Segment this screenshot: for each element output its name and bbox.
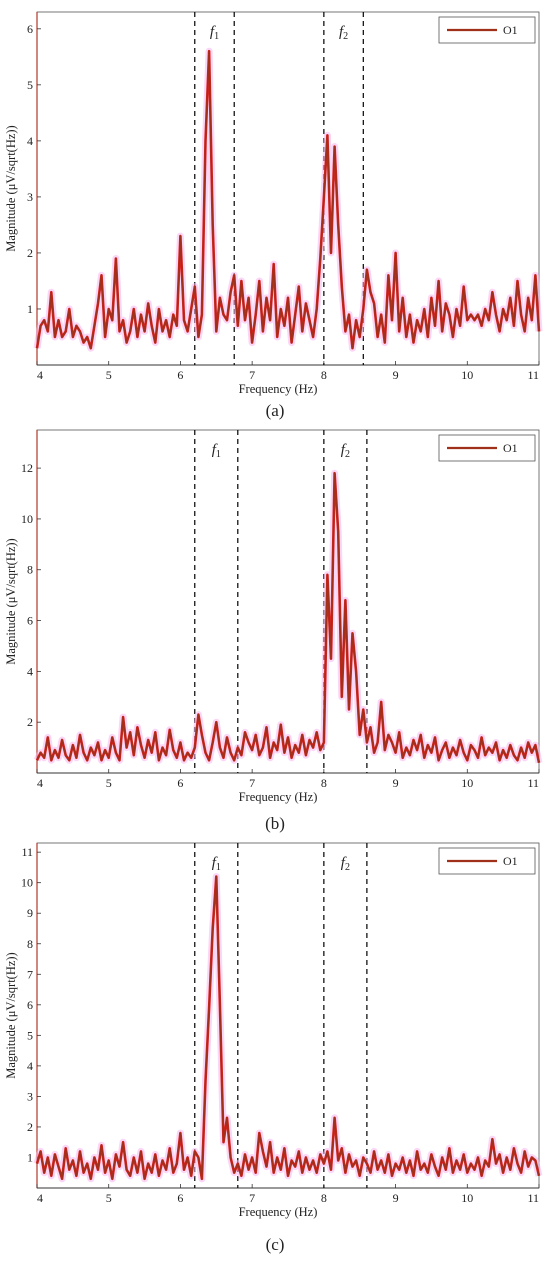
- x-axis-label: Frequency (Hz): [239, 1205, 318, 1219]
- series-line-highlight-O1: [35, 875, 541, 1181]
- y-axis-label: Magnitude (μV/sqrt(Hz)): [4, 125, 18, 251]
- band-label-f1: f1: [212, 442, 221, 460]
- panel-label: (b): [265, 814, 285, 833]
- x-tick-label: 9: [393, 1191, 399, 1205]
- x-tick-label: 5: [106, 776, 112, 790]
- plot-frame: [36, 429, 540, 774]
- x-tick-label: 9: [393, 368, 399, 382]
- x-tick-label: 4: [37, 1191, 43, 1205]
- y-tick-label: 10: [21, 876, 33, 890]
- x-tick-label: 6: [177, 776, 183, 790]
- x-tick-label: 11: [527, 1191, 539, 1205]
- series-glow-O1: [33, 469, 543, 764]
- x-tick-label: 5: [106, 368, 112, 382]
- y-tick-label: 6: [27, 998, 33, 1012]
- x-tick-label: 10: [461, 1191, 473, 1205]
- series-glow-O1: [33, 873, 543, 1183]
- legend-entry: O1: [503, 23, 518, 37]
- y-tick-label: 2: [27, 246, 33, 260]
- band-label-f2: f2: [339, 24, 348, 42]
- x-tick-label: 7: [249, 776, 255, 790]
- panel-label: (c): [266, 1235, 285, 1254]
- x-tick-label: 10: [461, 776, 473, 790]
- y-axis-label: Magnitude (μV/sqrt(Hz)): [4, 952, 18, 1078]
- y-tick-label: 1: [27, 1150, 33, 1164]
- x-tick-label: 7: [249, 368, 255, 382]
- y-tick-label: 3: [27, 190, 33, 204]
- series-line-highlight-O1: [35, 471, 541, 764]
- y-tick-label: 5: [27, 78, 33, 92]
- y-tick-label: 2: [27, 1120, 33, 1134]
- x-axis-label: Frequency (Hz): [239, 790, 318, 804]
- chart-panel-b: 4 5 6 7 8 9 10 11 2 4 6 8 10 12 Frequency (Hz) Magnitud…: [4, 429, 543, 804]
- y-tick-label: 11: [21, 845, 33, 859]
- y-tick-label: 4: [27, 1059, 33, 1073]
- band-label-f2: f2: [341, 855, 350, 873]
- legend-entry: O1: [503, 441, 518, 455]
- x-tick-label: 5: [106, 1191, 112, 1205]
- x-tick-label: 4: [37, 776, 43, 790]
- x-tick-label: 4: [37, 368, 43, 382]
- x-tick-label: 6: [177, 368, 183, 382]
- x-tick-label: 11: [527, 368, 539, 382]
- x-tick-label: 10: [461, 368, 473, 382]
- y-tick-label: 1: [27, 302, 33, 316]
- band-label-f1: f1: [212, 855, 221, 873]
- y-tick-label: 4: [27, 134, 33, 148]
- series-line-O1: [36, 50, 540, 350]
- x-axis-label: Frequency (Hz): [239, 382, 318, 396]
- x-tick-label: 7: [249, 1191, 255, 1205]
- x-tick-label: 8: [321, 776, 327, 790]
- y-tick-label: 7: [27, 967, 33, 981]
- band-label-f1: f1: [210, 24, 219, 42]
- panel-label: (a): [266, 401, 285, 420]
- y-tick-label: 2: [27, 715, 33, 729]
- plot-frame: [36, 842, 540, 1189]
- y-tick-label: 12: [21, 461, 33, 475]
- x-tick-label: 8: [321, 1191, 327, 1205]
- x-tick-label: 8: [321, 368, 327, 382]
- y-tick-label: 8: [27, 937, 33, 951]
- y-tick-label: 6: [27, 22, 33, 36]
- legend-entry: O1: [503, 854, 518, 868]
- x-tick-label: 6: [177, 1191, 183, 1205]
- series-line-O1: [36, 472, 540, 763]
- y-tick-label: 5: [27, 1028, 33, 1042]
- y-axis-label: Magnitude (μV/sqrt(Hz)): [4, 538, 18, 664]
- series-line-O1: [36, 875, 540, 1180]
- x-tick-label: 11: [527, 776, 539, 790]
- y-tick-label: 6: [27, 614, 33, 628]
- x-tick-label: 9: [393, 776, 399, 790]
- band-label-f2: f2: [341, 442, 350, 460]
- y-tick-label: 3: [27, 1089, 33, 1103]
- y-tick-label: 10: [21, 512, 33, 526]
- y-tick-label: 9: [27, 906, 33, 920]
- y-tick-label: 4: [27, 664, 33, 678]
- y-tick-label: 8: [27, 563, 33, 577]
